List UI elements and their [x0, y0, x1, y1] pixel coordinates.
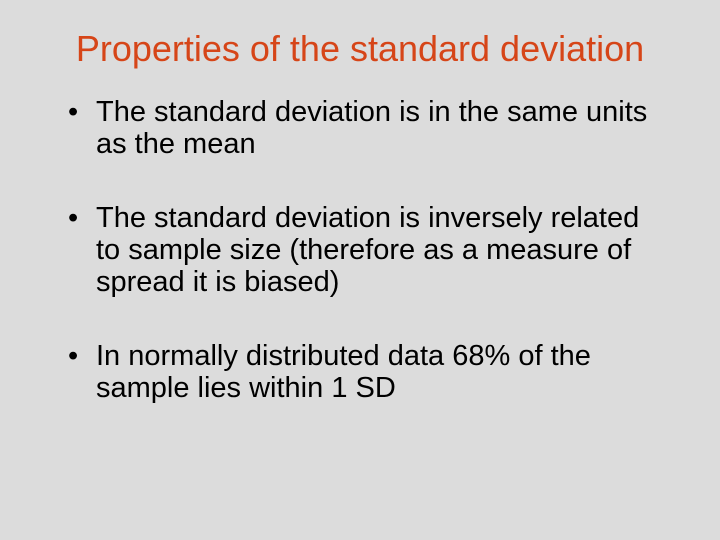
list-item: The standard deviation is inversely rela…	[68, 203, 670, 299]
slide-title: Properties of the standard deviation	[50, 28, 670, 69]
list-item: The standard deviation is in the same un…	[68, 97, 670, 161]
list-item: In normally distributed data 68% of the …	[68, 341, 670, 405]
bullet-list: The standard deviation is in the same un…	[50, 97, 670, 404]
slide-container: Properties of the standard deviation The…	[0, 0, 720, 540]
